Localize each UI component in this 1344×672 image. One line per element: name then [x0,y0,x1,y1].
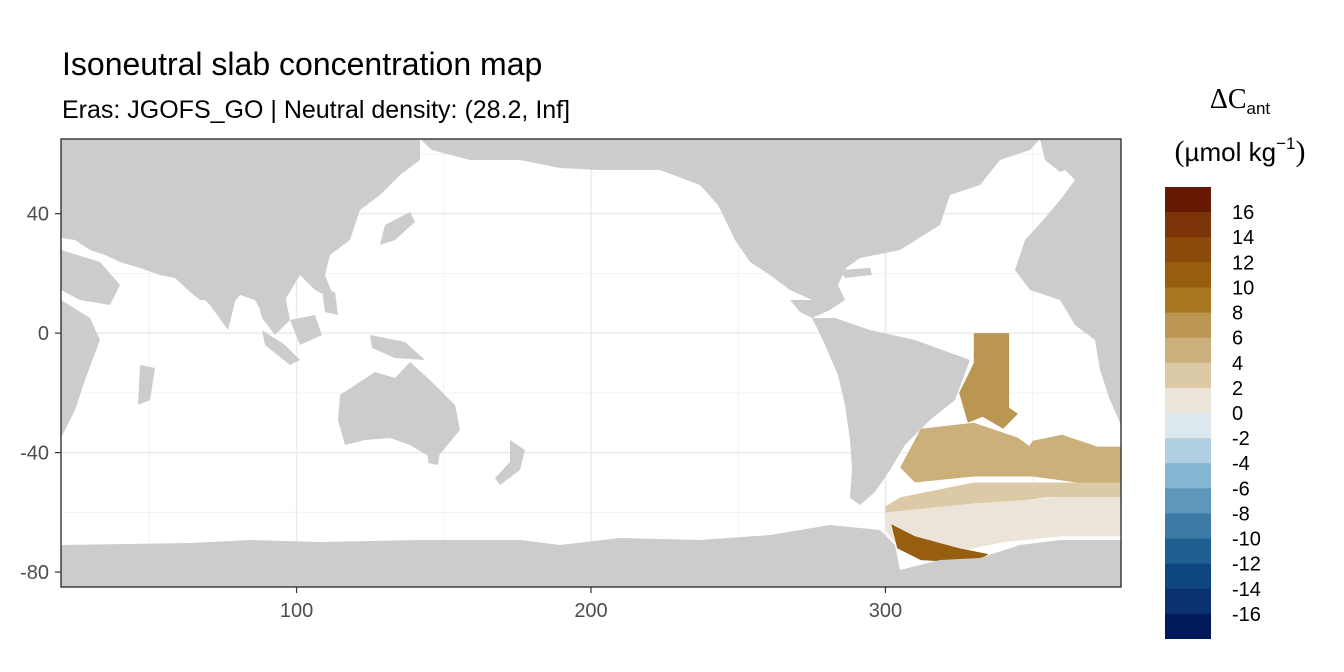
land-arabia [61,250,120,305]
legend-label: 2 [1232,378,1243,400]
land-sumatra [262,330,300,365]
legend-label: -10 [1232,529,1261,551]
legend-swatch [1165,538,1211,565]
legend-label: -8 [1232,503,1250,525]
legend-swatch [1165,513,1211,540]
legend-swatch [1165,613,1211,639]
data-region [959,333,1018,429]
land-borneo [290,315,322,345]
legend-label: -4 [1232,453,1250,475]
land-new-guinea [370,335,425,360]
land-africa-west [1060,290,1121,425]
legend-swatch [1165,413,1211,439]
data-layer [885,139,1121,564]
legend-label: -6 [1232,478,1250,500]
legend-swatch [1165,237,1211,263]
legend-swatch [1165,312,1211,339]
legend-swatch [1165,588,1211,615]
chart-subtitle: Eras: JGOFS_GO | Neutral density: (28.2,… [62,96,571,124]
legend-label: 6 [1232,328,1243,350]
land-antarctica [61,525,1121,587]
legend-swatch [1165,187,1211,213]
data-region [885,497,1121,552]
land-india [180,268,238,330]
y-tick-label: -40 [20,443,49,465]
legend-swatch [1165,563,1211,590]
land-japan [380,212,415,245]
legend-title-subscript: ant [1246,99,1271,118]
legend-unit: (µmol kg−1) [1150,134,1330,169]
land-europe [1015,139,1121,300]
legend-label: -16 [1232,604,1261,626]
x-tick-label: 200 [574,600,607,622]
land-africa-east [61,300,100,438]
data-region [900,422,1039,483]
land-central-america [790,285,845,318]
land-tasmania [428,450,440,465]
legend-swatch [1165,262,1211,289]
legend-swatch [1165,438,1211,464]
legend-swatch [1165,387,1211,414]
legend-label: 14 [1232,227,1254,249]
legend-label: 0 [1232,403,1243,425]
legend-label: 10 [1232,277,1254,299]
legend-swatch [1165,287,1211,314]
legend-swatch [1165,212,1211,238]
legend-label: -2 [1232,428,1250,450]
legend-unit-text: µmol kg [1184,137,1277,167]
land-south-america [812,318,970,505]
y-tick-label: 40 [27,204,49,226]
legend-label: 12 [1232,252,1254,274]
data-region [1020,434,1121,483]
legend-label: 4 [1232,353,1243,375]
y-tick-label: 0 [38,323,49,345]
legend-swatch [1165,463,1211,489]
y-tick-label: -80 [20,562,49,584]
chart-title: Isoneutral slab concentration map [62,46,543,82]
land-australia [338,362,460,460]
legend-unit-close: ) [1295,135,1306,168]
data-region [891,524,989,564]
legend-label: 8 [1232,303,1243,325]
legend-label: -12 [1232,554,1261,576]
land-madagascar [138,365,155,405]
legend-swatch [1165,337,1211,364]
legend: 16 14 12 10 8 6 4 2 0 -2 -4 -6 -8 -10 -12 -14 -16 [1165,187,1261,639]
legend-swatch [1165,362,1211,389]
land-eurasia [61,139,420,318]
land-philippines [322,290,338,315]
x-tick-label: 100 [280,600,313,622]
land-caribbean [840,268,872,278]
land-layer [61,139,1121,587]
legend-label: -14 [1232,579,1261,601]
legend-title-symbol: ΔC [1209,84,1247,115]
land-north-america [420,139,1040,300]
legend-swatch [1165,488,1211,515]
legend-unit-open: ( [1174,135,1185,168]
x-tick-label: 300 [869,600,902,622]
land-new-zealand [495,440,525,485]
legend-unit-exponent: −1 [1276,134,1296,153]
land-indochina [255,290,290,335]
legend-label: 16 [1232,202,1254,224]
legend-title: ΔCant [1150,84,1330,119]
